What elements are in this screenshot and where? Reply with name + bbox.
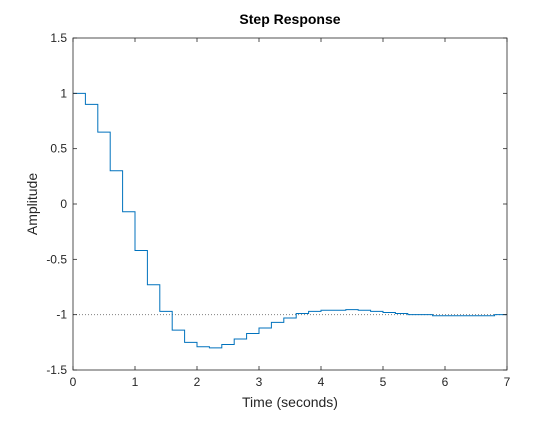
x-tick-label: 1 — [132, 375, 139, 389]
y-tick-label: -1.5 — [46, 363, 67, 377]
x-tick-label: 3 — [256, 375, 263, 389]
x-tick-label: 4 — [318, 375, 325, 389]
y-tick-label: 0.5 — [50, 142, 67, 156]
y-tick-label: 1.5 — [50, 31, 67, 45]
y-tick-label: -0.5 — [46, 252, 67, 266]
chart-title: Step Response — [239, 11, 340, 27]
y-tick-label: 1 — [60, 86, 67, 100]
y-axis-label: Amplitude — [24, 173, 40, 235]
y-tick-label: -1 — [56, 308, 67, 322]
series-line-0 — [73, 92, 507, 349]
y-tick-label: 0 — [60, 197, 67, 211]
series-layer — [73, 92, 507, 349]
x-tick-label: 6 — [442, 375, 449, 389]
plot-area — [73, 38, 507, 370]
x-tick-label: 2 — [194, 375, 201, 389]
y-ticks: 1.5 1 0.5 0 -0.5 -1 -1.5 — [46, 31, 507, 377]
x-tick-label: 5 — [380, 375, 387, 389]
x-tick-label: 7 — [504, 375, 511, 389]
x-axis-label: Time (seconds) — [242, 394, 338, 410]
x-tick-label: 0 — [70, 375, 77, 389]
x-ticks: 0 1 2 3 4 5 6 7 — [70, 38, 511, 389]
